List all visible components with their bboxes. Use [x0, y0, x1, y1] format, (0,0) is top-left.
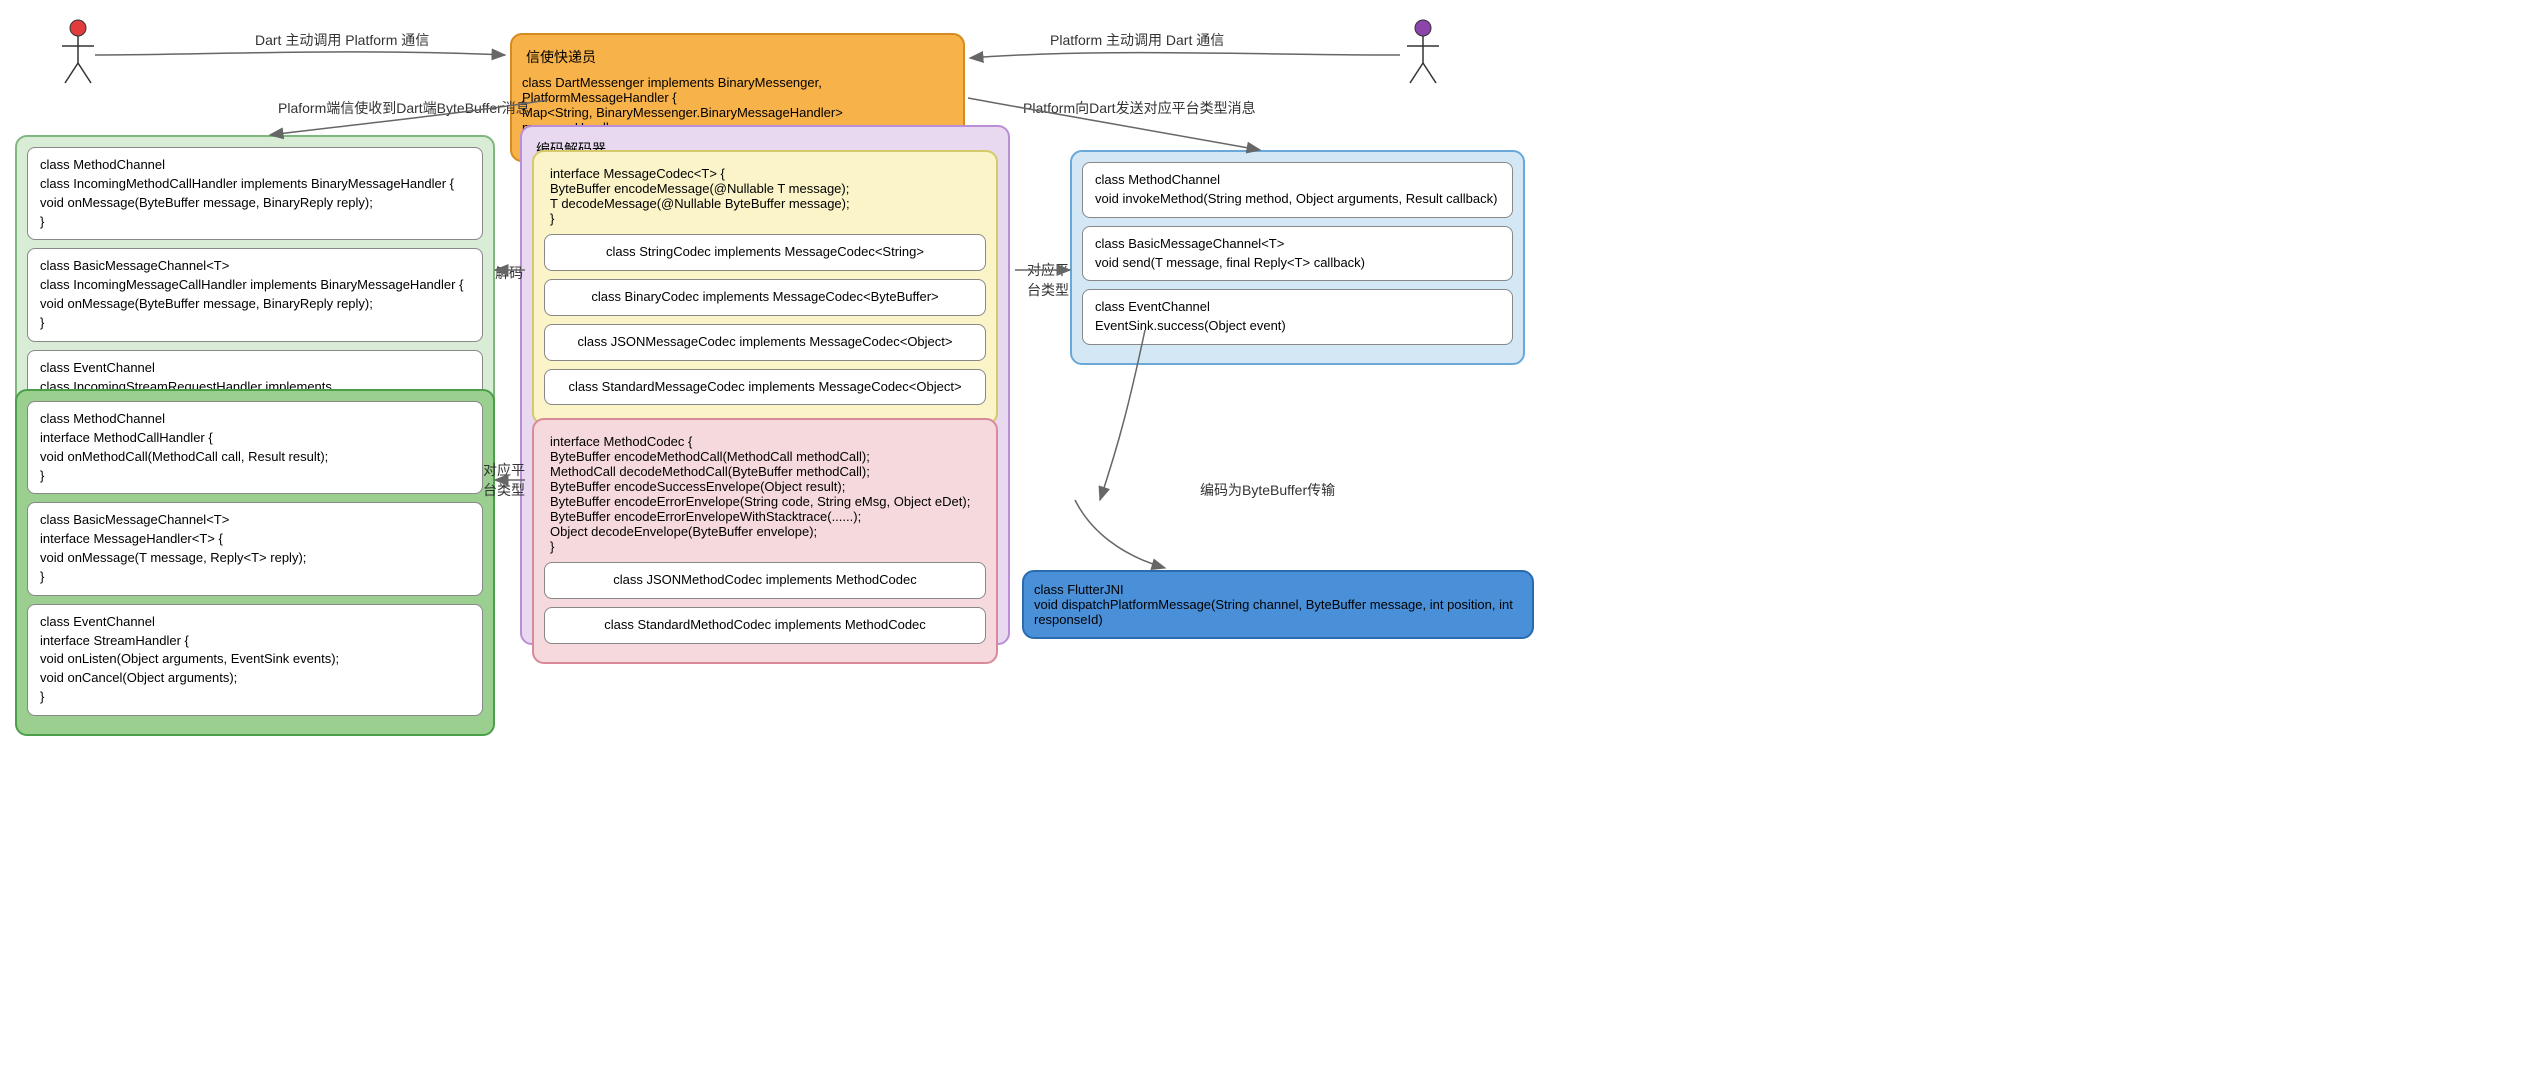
codec-impl: class StringCodec implements MessageCode…	[544, 234, 986, 271]
label-decode: 解码	[495, 263, 523, 283]
code-item: class MethodChannel class IncomingMethod…	[27, 147, 483, 240]
message-codec-box: interface MessageCodec<T> { ByteBuffer e…	[532, 150, 998, 425]
channel-invoke-box: class MethodChannel void invokeMethod(St…	[1070, 150, 1525, 365]
box-title: 信使快递员	[526, 47, 953, 67]
code-item: class BasicMessageChannel<T> class Incom…	[27, 248, 483, 341]
label-platform-receive: Plaform端信使收到Dart端ByteBuffer消息	[278, 98, 530, 118]
actor-right	[1405, 18, 1445, 91]
codec-impl: class JSONMethodCodec implements MethodC…	[544, 562, 986, 599]
code-item: class MethodChannel void invokeMethod(St…	[1082, 162, 1513, 218]
codec-impl: class BinaryCodec implements MessageCode…	[544, 279, 986, 316]
label-platform-type-1: 对应平 台类型	[483, 460, 525, 500]
code-item: class BasicMessageChannel<T> void send(T…	[1082, 226, 1513, 282]
box-body: class FlutterJNI void dispatchPlatformMe…	[1034, 582, 1522, 627]
code-item: class MethodChannel interface MethodCall…	[27, 401, 483, 494]
codec-impl: class StandardMethodCodec implements Met…	[544, 607, 986, 644]
actor-left	[60, 18, 100, 91]
label-platform-send: Platform向Dart发送对应平台类型消息	[1023, 98, 1256, 118]
method-codec-box: interface MethodCodec { ByteBuffer encod…	[532, 418, 998, 664]
flutter-jni-box: class FlutterJNI void dispatchPlatformMe…	[1022, 570, 1534, 639]
label-encode-bytebuffer: 编码为ByteBuffer传输	[1200, 480, 1335, 500]
code-item: class EventChannel EventSink.success(Obj…	[1082, 289, 1513, 345]
interface-header: interface MethodCodec { ByteBuffer encod…	[544, 430, 986, 562]
label-dart-call: Dart 主动调用 Platform 通信	[255, 30, 429, 50]
code-item: class EventChannel interface StreamHandl…	[27, 604, 483, 716]
label-platform-type-2: 对应平 台类型	[1027, 260, 1069, 300]
codec-impl: class StandardMessageCodec implements Me…	[544, 369, 986, 406]
code-item: class BasicMessageChannel<T> interface M…	[27, 502, 483, 595]
label-platform-call: Platform 主动调用 Dart 通信	[1050, 30, 1224, 50]
interface-header: interface MessageCodec<T> { ByteBuffer e…	[544, 162, 986, 234]
codec-impl: class JSONMessageCodec implements Messag…	[544, 324, 986, 361]
callback-interfaces-box: class MethodChannel interface MethodCall…	[15, 389, 495, 736]
